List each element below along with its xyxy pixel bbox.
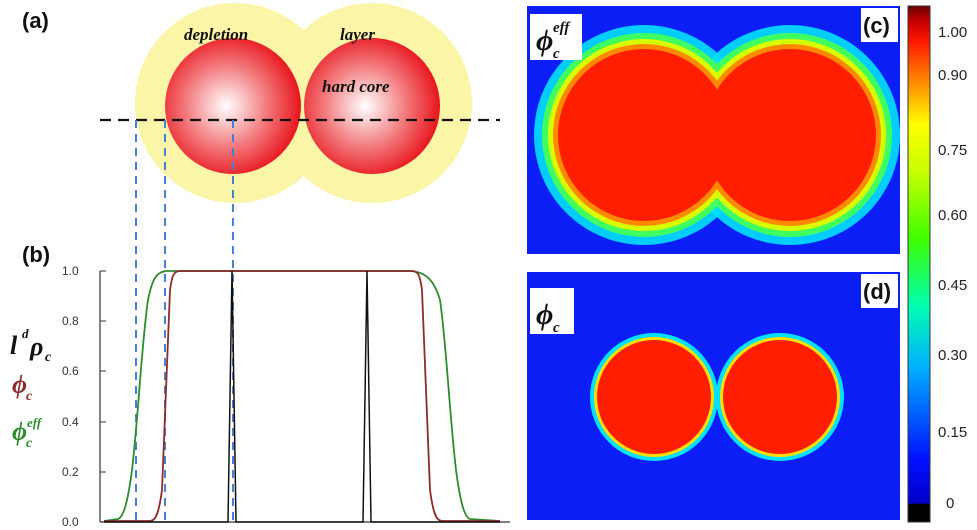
heatmap-d: ϕ c (d) [527,272,900,520]
svg-text:ρ: ρ [29,332,43,361]
phi-eff-curve [103,270,501,522]
legend-phi-eff: ϕ c eff [12,415,43,451]
panel-c-label: (c) [863,13,890,38]
layer-word: layer [340,25,375,44]
panel-b-label: (b) [22,242,50,267]
ytick-1: 1.0 [62,264,79,278]
colorbar-tick-0: 0 [946,495,954,512]
particle-diagram [135,3,472,203]
svg-text:l: l [10,331,18,360]
colorbar: 1.00 0.90 0.75 0.60 0.45 0.30 0.15 0 [907,5,967,523]
colorbar-tick-0.30: 0.30 [938,347,967,364]
svg-text:ϕ: ϕ [12,370,27,399]
ytick-0.4: 0.4 [62,415,79,429]
heatmap-c: ϕ c eff (c) [527,6,900,254]
hard-core-word: hard core [322,77,390,96]
heatmap-d-title-sub: c [553,320,560,336]
colorbar-tick-0.15: 0.15 [938,424,967,441]
heatmap-d-title-sym: ϕ [536,298,553,331]
depletion-word: depletion [184,25,248,44]
heatmap-c-title-sym: ϕ [536,24,553,57]
svg-text:eff: eff [27,415,43,430]
ytick-0.2: 0.2 [62,465,79,479]
y-tick-labels: 1.0 0.8 0.6 0.4 0.2 0.0 [62,264,79,529]
svg-text:ϕ: ϕ [12,417,27,446]
ytick-0.6: 0.6 [62,364,79,378]
panel-a-label: (a) [22,8,49,33]
colorbar-tick-0.60: 0.60 [938,207,967,224]
svg-text:c: c [26,389,33,404]
panel-d-label: (d) [863,279,891,304]
heatmap-c-title-sup: eff [553,20,571,36]
ytick-0: 0.0 [62,515,79,529]
colorbar-tick-0.45: 0.45 [938,277,967,294]
colorbar-tick-0.90: 0.90 [938,67,967,84]
svg-text:c: c [26,436,33,451]
hard-core-right [304,38,440,174]
heatmap-c-title-box [530,14,582,60]
colorbar-tick-0.75: 0.75 [938,142,967,159]
heatmap-d-title-box [530,288,574,334]
legend-rho: l d ρ c [10,326,52,365]
rho-curve [104,270,500,523]
phi-curve [104,270,500,522]
legend-phi: ϕ c [12,370,33,404]
svg-text:d: d [22,326,29,341]
svg-text:c: c [45,350,52,365]
colorbar-tick-1.00: 1.00 [938,24,967,41]
heatmap-c-title-sub: c [553,46,560,62]
hard-core-left [165,38,301,174]
ytick-0.8: 0.8 [62,314,79,328]
